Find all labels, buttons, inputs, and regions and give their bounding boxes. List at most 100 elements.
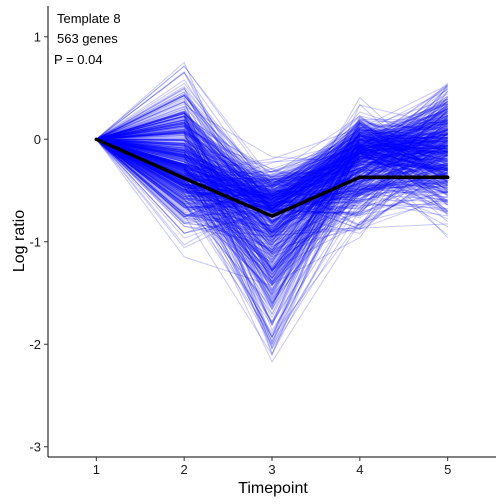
gene-profile-line: [96, 138, 448, 270]
gene-profile-line: [95, 134, 448, 238]
gene-profile-line: [95, 65, 448, 181]
gene-profile-line: [96, 138, 448, 248]
gene-profile-line: [96, 101, 448, 242]
gene-profile-line: [95, 138, 448, 218]
gene-profile-line: [96, 127, 448, 252]
gene-profile-line: [96, 138, 448, 210]
gene-profile-line: [96, 121, 449, 255]
gene-profile-line: [96, 138, 448, 199]
gene-profile-line: [96, 131, 448, 192]
gene-profile-line: [96, 138, 448, 207]
gene-profile-line: [96, 121, 448, 195]
gene-profile-line: [95, 133, 449, 226]
gene-profile-line: [96, 138, 448, 199]
gene-profile-line: [96, 138, 448, 286]
gene-profile-line: [96, 135, 448, 261]
gene-profile-line: [96, 116, 448, 184]
gene-profile-line: [96, 138, 448, 231]
gene-profile-line: [96, 138, 448, 276]
gene-profile-line: [96, 128, 448, 199]
gene-profile-line: [96, 138, 448, 222]
gene-profile-line: [96, 136, 448, 190]
gene-profile-line: [96, 125, 448, 205]
gene-profile-line: [96, 105, 449, 196]
gene-profile-line: [95, 136, 448, 209]
gene-profile-line: [96, 131, 448, 207]
gene-profile-line: [95, 138, 448, 246]
gene-profile-line: [96, 138, 448, 241]
gene-profile-line: [96, 108, 448, 183]
gene-profile-line: [96, 138, 448, 225]
gene-profile-line: [96, 137, 448, 236]
gene-profile-line: [96, 110, 449, 255]
gene-profile-line: [96, 133, 448, 230]
y-axis-title: Log ratio: [11, 210, 28, 272]
gene-profile-line: [96, 138, 448, 251]
gene-profile-line: [96, 138, 448, 227]
y-ticks: 1 0 -1 -2 -3: [29, 29, 48, 454]
gene-profile-line: [96, 123, 449, 222]
gene-profile-line: [96, 138, 448, 222]
gene-profile-line: [96, 138, 448, 213]
gene-profile-line: [96, 116, 448, 229]
gene-profile-line: [96, 138, 448, 264]
gene-profile-line: [96, 106, 448, 260]
gene-profile-line: [96, 138, 448, 197]
gene-profile-line: [96, 101, 449, 332]
gene-profile-line: [96, 105, 448, 184]
x-tick-label: 4: [356, 462, 363, 477]
gene-profile-line: [96, 138, 448, 232]
gene-profile-line: [96, 138, 448, 228]
gene-profile-line: [96, 121, 448, 173]
gene-profile-line: [96, 138, 448, 273]
gene-profile-line: [96, 109, 448, 304]
gene-profile-line: [96, 125, 448, 187]
gene-profile-line: [96, 120, 448, 234]
gene-profile-line: [96, 138, 448, 287]
gene-profile-line: [96, 126, 448, 187]
gene-profile-line: [96, 138, 448, 253]
gene-profile-line: [96, 131, 448, 238]
gene-profile-line: [96, 115, 448, 229]
gene-profile-line: [96, 98, 448, 195]
gene-profile-line: [96, 133, 448, 356]
gene-profile-line: [95, 138, 448, 238]
gene-profile-line: [96, 131, 448, 291]
gene-profile-line: [95, 138, 448, 246]
plot-area: [94, 61, 450, 363]
gene-profile-line: [96, 138, 448, 243]
gene-profile-line: [96, 138, 448, 224]
gene-profile-line: [96, 113, 448, 309]
gene-profile-line: [96, 138, 448, 292]
gene-profile-line: [96, 138, 448, 231]
gene-profile-line: [96, 138, 448, 324]
gene-profile-line: [96, 110, 448, 211]
gene-profile-line: [96, 130, 448, 231]
gene-profile-line: [96, 118, 448, 241]
gene-profile-line: [96, 138, 448, 233]
gene-profile-line: [96, 90, 449, 253]
gene-profile-line: [96, 138, 448, 173]
gene-profile-line: [96, 99, 449, 256]
gene-profile-line: [96, 134, 448, 272]
gene-profile-line: [96, 128, 448, 234]
gene-profile-line: [96, 138, 448, 303]
gene-profile-line: [96, 102, 448, 207]
gene-profile-line: [96, 122, 448, 265]
gene-profile-line: [95, 139, 448, 287]
gene-profile-line: [95, 137, 448, 226]
gene-profile-line: [96, 138, 448, 191]
gene-profile-line: [96, 113, 448, 185]
gene-profile-line: [96, 138, 449, 235]
gene-profile-line: [96, 94, 448, 212]
gene-profile-line: [96, 138, 448, 319]
gene-profile-line: [96, 111, 448, 212]
gene-profile-line: [96, 112, 448, 212]
gene-profile-line: [96, 134, 448, 203]
gene-profile-line: [96, 123, 448, 213]
gene-profile-line: [96, 95, 448, 212]
gene-profile-line: [96, 138, 448, 279]
gene-profile-line: [96, 138, 448, 238]
gene-profile-line: [96, 118, 448, 272]
gene-profile-line: [96, 131, 448, 193]
